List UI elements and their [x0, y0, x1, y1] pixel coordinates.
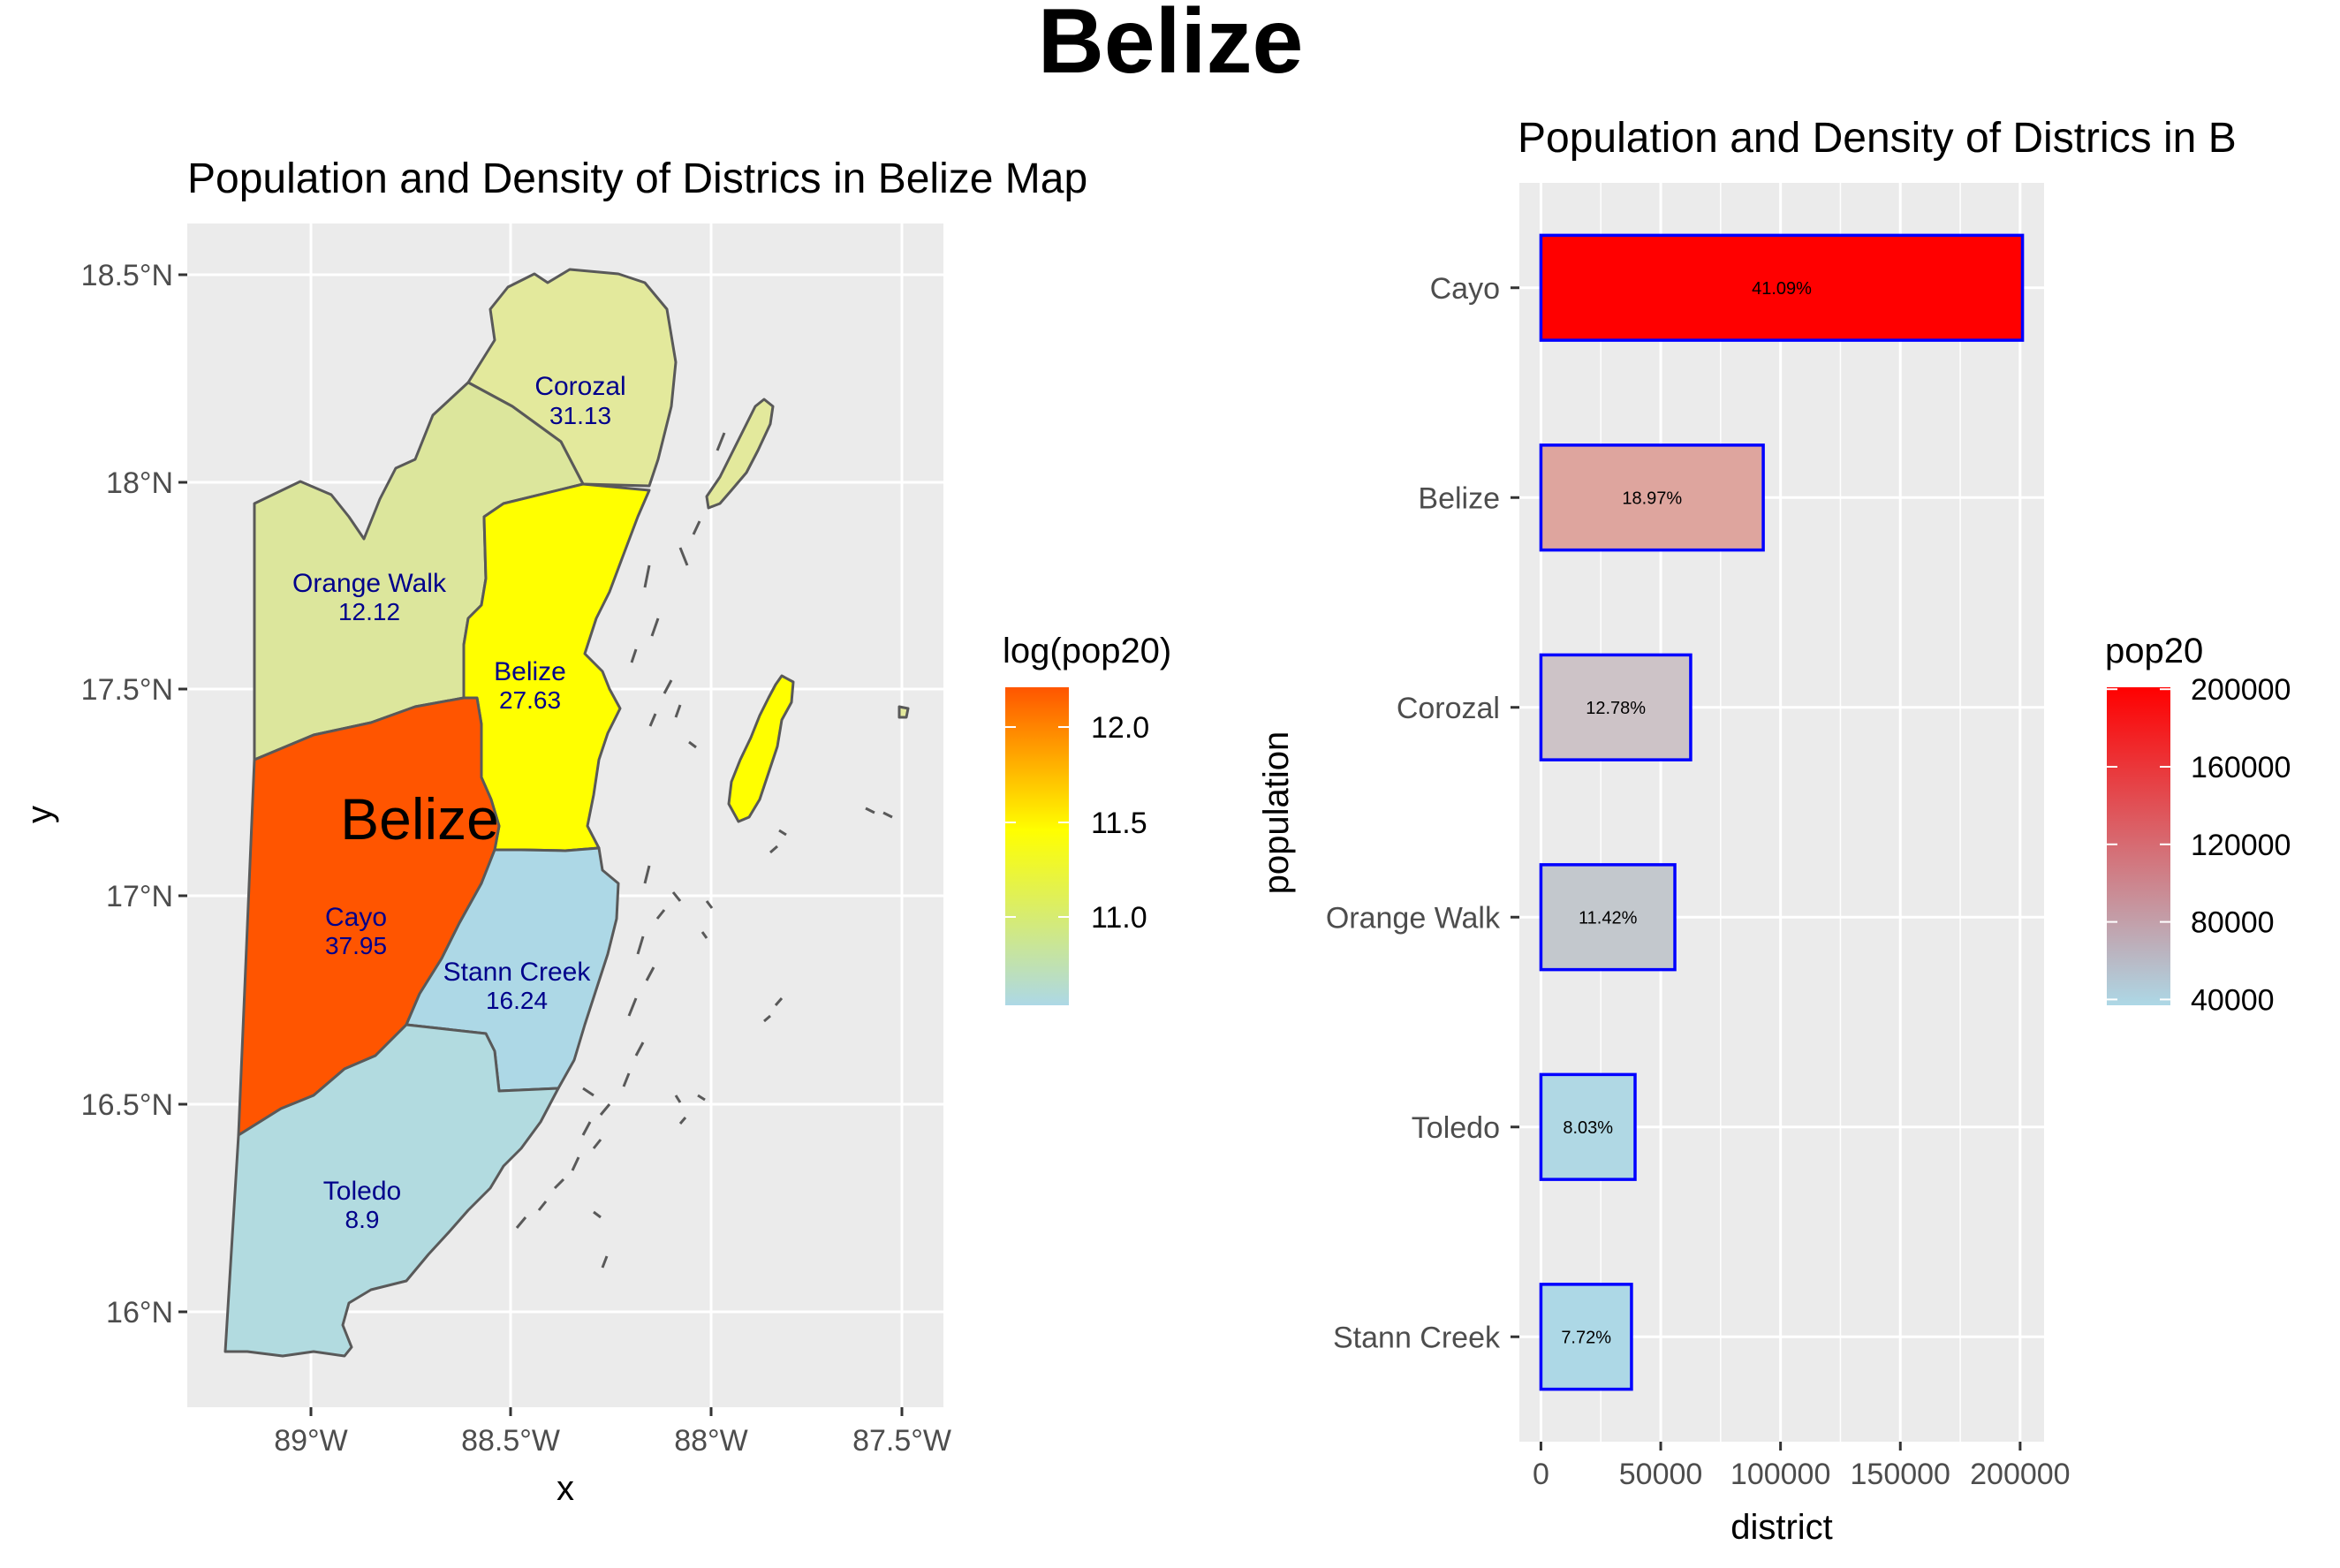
bar-legend-tick-label: 80000 [2191, 906, 2275, 940]
bar-x-axis-title: district [1730, 1508, 1833, 1547]
bar-y-axis: Cayo Belize Corozal Orange Walk Toledo Stann … [1326, 272, 1519, 1354]
bar-legend-tick-label: 160000 [2191, 751, 2291, 784]
bar-y-tick-label: Belize [1418, 481, 1500, 515]
district-density-toledo: 8.9 [345, 1206, 380, 1233]
bar-legend-colorbar [2107, 687, 2170, 1005]
district-label-stann-creek: Stann Creek [443, 958, 592, 987]
district-density-cayo: 37.95 [325, 932, 387, 959]
bar-data-label: 18.97% [1622, 489, 1682, 508]
map-x-axis-title: x [557, 1469, 574, 1508]
district-label-toledo: Toledo [323, 1177, 401, 1206]
bar-legend-tick-label: 200000 [2191, 673, 2291, 707]
map-y-tick-label: 16.5°N [81, 1088, 173, 1122]
bar [1539, 863, 1677, 972]
bar-plot: Population and Density of Districs in B … [1257, 115, 2291, 1547]
bar-legend: pop20 200000 160000 120000 80000 40000 [2105, 632, 2291, 1017]
bar-x-tick-label: 150000 [1851, 1458, 1950, 1491]
bar-y-axis-title: population [1257, 731, 1296, 895]
map-y-axis-title: y [20, 806, 59, 823]
bar-data-label: 41.09% [1752, 279, 1812, 299]
map-x-tick-label: 88°W [674, 1424, 748, 1458]
map-y-tick-label: 16°N [106, 1296, 173, 1329]
district-label-belize: Belize [494, 657, 566, 686]
district-label-cayo: Cayo [325, 903, 387, 932]
map-y-tick-label: 17.5°N [81, 673, 173, 707]
map-y-tick-label: 18.5°N [81, 259, 173, 292]
map-x-tick-label: 87.5°W [852, 1424, 951, 1458]
district-density-stann-creek: 16.24 [486, 987, 548, 1014]
map-x-tick-label: 89°W [274, 1424, 348, 1458]
bar-chart-title: Population and Density of Districs in B [1518, 115, 2237, 162]
map-x-tick-label: 88.5°W [461, 1424, 560, 1458]
bar-legend-tick-label: 40000 [2191, 983, 2275, 1017]
map-country-label: Belize [340, 786, 499, 852]
bar-legend-title: pop20 [2105, 632, 2203, 670]
bar-data-label: 11.42% [1579, 908, 1638, 928]
map-y-tick-label: 18°N [106, 466, 173, 500]
district-shape-toledo [223, 1023, 560, 1358]
map-islands [515, 398, 910, 1269]
map-x-ticks [309, 1407, 904, 1416]
figure-title: Belize [1038, 0, 1304, 93]
bar-marks: 41.09% 18.97% 12.78% 11.42% 8.03% 7.72% [1539, 233, 2025, 1391]
bar-x-tick-label: 50000 [1619, 1458, 1703, 1491]
district-density-orange-walk: 12.12 [338, 598, 400, 625]
bar-x-tick-label: 0 [1533, 1458, 1549, 1491]
district-label-corozal: Corozal [534, 372, 625, 401]
bar-y-tick-label: Orange Walk [1326, 901, 1501, 935]
map-legend-tick-label: 11.0 [1091, 901, 1147, 935]
map-x-axis: 89°W 88.5°W 88°W 87.5°W [274, 1424, 951, 1458]
bar-legend-tick-label: 120000 [2191, 829, 2291, 862]
bar-y-tick-label: Stann Creek [1333, 1321, 1501, 1354]
bar-x-tick-label: 200000 [1970, 1458, 2070, 1491]
map-y-axis: 18.5°N 18°N 17.5°N 17°N 16.5°N 16°N [81, 259, 173, 1329]
bar [1539, 653, 1693, 761]
map-district-labels: Corozal 31.13 Orange Walk 12.12 Belize 2… [292, 372, 626, 1233]
bar [1539, 1072, 1637, 1181]
bar-x-axis: 0 50000 100000 150000 200000 [1533, 1442, 2071, 1491]
district-label-orange-walk: Orange Walk [292, 569, 447, 598]
map-plot: Population and Density of Districs in Be… [20, 155, 1171, 1508]
bar [1539, 1283, 1633, 1391]
map-legend-tick-label: 12.0 [1091, 711, 1149, 745]
bar-y-tick-label: Toledo [1412, 1111, 1500, 1145]
bar [1539, 443, 1765, 552]
bar-data-label: 7.72% [1561, 1328, 1611, 1347]
bar-y-tick-label: Cayo [1430, 272, 1500, 306]
map-y-ticks [178, 273, 187, 1314]
district-density-belize: 27.63 [499, 686, 561, 714]
district-density-corozal: 31.13 [549, 402, 611, 429]
bar [1539, 233, 2025, 342]
map-title: Population and Density of Districs in Be… [187, 155, 1087, 202]
map-legend-title: log(pop20) [1003, 632, 1171, 670]
bar-data-label: 8.03% [1563, 1118, 1613, 1138]
bar-data-label: 12.78% [1586, 699, 1646, 718]
map-legend-tick-label: 11.5 [1091, 807, 1147, 840]
bar-y-tick-label: Corozal [1397, 692, 1500, 725]
map-legend-colorbar [1005, 687, 1069, 1005]
map-legend: log(pop20) 12.0 11.5 11.0 [1003, 632, 1171, 1005]
map-districts [223, 268, 678, 1358]
map-y-tick-label: 17°N [106, 880, 173, 913]
bar-x-tick-label: 100000 [1730, 1458, 1830, 1491]
